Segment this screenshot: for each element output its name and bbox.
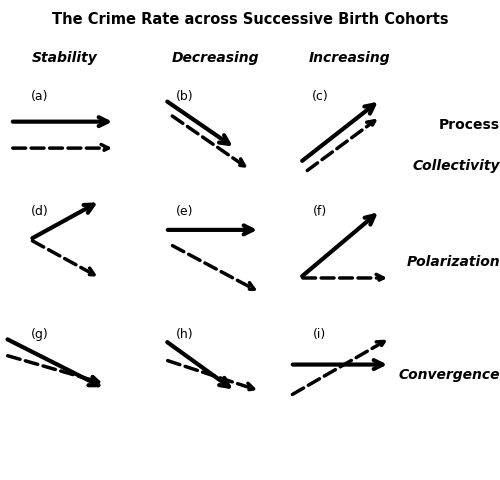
Text: Collectivity: Collectivity [412, 158, 500, 173]
Text: (b): (b) [176, 89, 194, 103]
Text: (i): (i) [314, 327, 326, 340]
Text: Stability: Stability [32, 50, 98, 64]
Text: (d): (d) [31, 204, 49, 218]
Text: (e): (e) [176, 204, 194, 218]
Text: Convergence: Convergence [398, 367, 500, 382]
Text: (h): (h) [176, 327, 194, 340]
Text: Decreasing: Decreasing [171, 50, 259, 64]
Text: Process: Process [439, 118, 500, 132]
Text: (c): (c) [312, 89, 328, 103]
Text: (f): (f) [313, 204, 327, 218]
Text: Increasing: Increasing [309, 50, 391, 64]
Text: The Crime Rate across Successive Birth Cohorts: The Crime Rate across Successive Birth C… [52, 12, 448, 27]
Text: (a): (a) [31, 89, 49, 103]
Text: (g): (g) [31, 327, 49, 340]
Text: Polarization: Polarization [406, 254, 500, 269]
